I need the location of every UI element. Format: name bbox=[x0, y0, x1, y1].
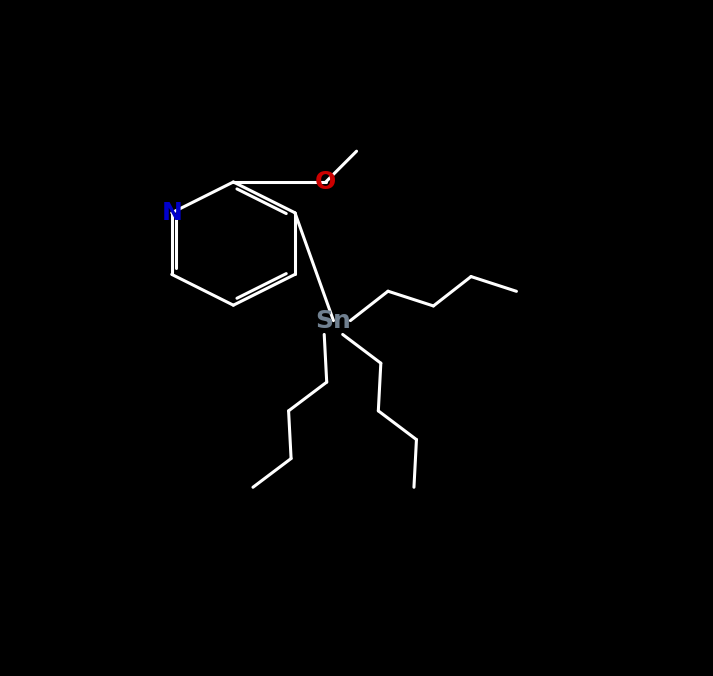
Text: O: O bbox=[315, 170, 337, 194]
Text: Sn: Sn bbox=[316, 308, 352, 333]
Text: N: N bbox=[161, 201, 183, 225]
